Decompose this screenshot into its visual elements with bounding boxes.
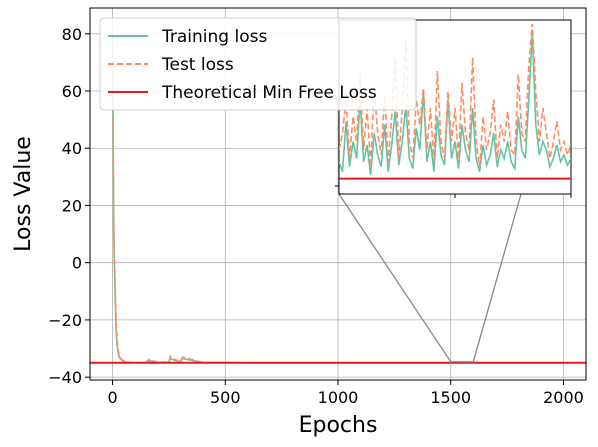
y-tick-label: 80 bbox=[62, 25, 82, 44]
x-tick-label: 1500 bbox=[430, 388, 471, 407]
legend-label: Theoretical Min Free Loss bbox=[161, 83, 377, 103]
zoom-connector-right bbox=[472, 193, 522, 362]
y-tick-label: 60 bbox=[62, 82, 82, 101]
y-tick-label: 20 bbox=[62, 196, 82, 215]
y-tick-label: 40 bbox=[62, 139, 82, 158]
y-tick-label: −20 bbox=[48, 311, 82, 330]
x-tick-label: 500 bbox=[210, 388, 241, 407]
inset-connector-lines bbox=[338, 193, 522, 364]
series-layer bbox=[90, 33, 586, 364]
y-tick-label: 0 bbox=[72, 254, 82, 273]
legend-label: Training loss bbox=[161, 27, 267, 47]
legend: Training loss Test loss Theoretical Min Fr… bbox=[99, 17, 417, 111]
axis-ticks: 0 500 1000 1500 2000 −40 −20 0 20 40 60 80 bbox=[48, 25, 584, 407]
x-tick-label: 0 bbox=[107, 388, 117, 407]
legend-box bbox=[99, 17, 417, 111]
y-axis-label: Loss Value bbox=[11, 136, 36, 252]
x-tick-label: 1000 bbox=[318, 388, 359, 407]
series-line-test-loss bbox=[111, 33, 571, 364]
zoom-region-box bbox=[450, 361, 474, 364]
y-tick-label: −40 bbox=[48, 368, 82, 387]
zoom-connector-left bbox=[338, 193, 452, 363]
x-axis-label: Epochs bbox=[299, 413, 378, 438]
x-tick-label: 2000 bbox=[543, 388, 584, 407]
inset-test-line bbox=[339, 23, 571, 167]
plot-frame bbox=[89, 7, 587, 381]
legend-label: Test loss bbox=[161, 55, 234, 75]
